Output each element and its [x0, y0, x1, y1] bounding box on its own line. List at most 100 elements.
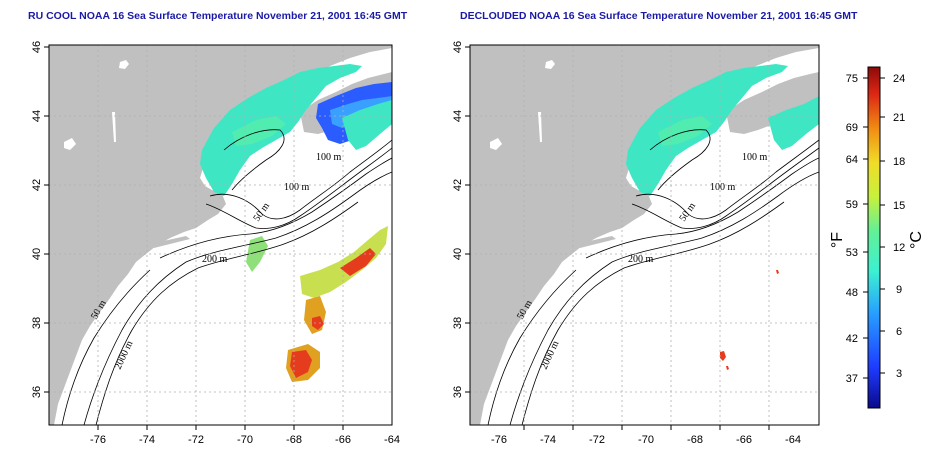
sst-hot-eddy: [290, 350, 312, 378]
celsius-tick: 9: [896, 284, 902, 296]
contour-shelf: [521, 201, 785, 425]
fahrenheit-tick: 42: [846, 333, 858, 345]
sst-warm-spot: [312, 316, 324, 330]
contour-label-100m-a: 100 m: [742, 152, 768, 163]
left-y-tick: 42: [31, 179, 43, 191]
bathymetry-contours: [487, 129, 819, 425]
right-y-tick: 40: [452, 248, 464, 260]
left-axis-ticks: [44, 46, 344, 430]
fahrenheit-tick: 75: [846, 73, 858, 85]
right-y-tick: 38: [452, 317, 464, 329]
fahrenheit-tick: 53: [846, 247, 858, 259]
lake: [490, 138, 502, 150]
contour-2000m: [83, 171, 392, 425]
sst-scotian-cool: [768, 96, 819, 150]
contour-label-100m-b: 100 m: [710, 182, 736, 193]
right-map: 100 m 100 m 50 m 200 m 50 m 2000 m: [470, 45, 819, 425]
left-x-tick: -66: [335, 434, 351, 446]
right-x-tick: -64: [785, 434, 801, 446]
sst-gulf-of-maine: [626, 64, 788, 196]
celsius-tick: 18: [893, 156, 905, 168]
right-y-tick: 36: [452, 386, 464, 398]
contour-200m: [159, 157, 392, 259]
sst-gulf-of-maine: [200, 64, 362, 196]
sst-scotian-cool: [342, 100, 392, 150]
left-y-tick: 40: [31, 248, 43, 260]
right-y-tick: 42: [452, 179, 464, 191]
contour-2000m: [509, 171, 819, 425]
celsius-tick: 12: [893, 242, 905, 254]
sst-scatter: [246, 236, 268, 272]
land-mass: [49, 45, 392, 425]
sst-warm-band: [300, 226, 388, 298]
right-gridlines: [470, 45, 819, 425]
sst-hot-speck: [726, 366, 729, 370]
left-map-title: RU COOL NOAA 16 Sea Surface Temperature …: [28, 10, 408, 22]
left-x-tick: -68: [286, 434, 302, 446]
left-x-tick: -72: [188, 434, 204, 446]
celsius-tick: 24: [893, 73, 905, 85]
left-gridlines: [49, 45, 392, 425]
sst-gulf-patch: [232, 116, 286, 146]
right-x-tick: -70: [638, 434, 654, 446]
celsius-unit-label: °C: [908, 231, 925, 249]
contour-100m: [205, 147, 392, 229]
contour-gulf: [223, 129, 285, 191]
left-y-tick: 36: [31, 386, 43, 398]
right-axis-ticks: [465, 46, 770, 430]
lake: [112, 112, 116, 142]
left-x-tick: -70: [237, 434, 253, 446]
contour-coast: [61, 269, 151, 425]
lake: [64, 138, 76, 150]
sst-hot-spot: [720, 351, 726, 361]
left-x-tick: -64: [384, 434, 400, 446]
right-x-tick: -76: [491, 434, 507, 446]
lake: [545, 60, 555, 69]
fahrenheit-unit-label: °F: [829, 232, 846, 248]
right-y-tick: 44: [452, 110, 464, 122]
sst-hot-speck: [776, 270, 779, 274]
right-map-title: DECLOUDED NOAA 16 Sea Surface Temperatur…: [460, 10, 858, 22]
contour-label-100m-a: 100 m: [316, 152, 342, 163]
colorbar-ticks: [863, 77, 885, 379]
celsius-tick: 6: [896, 326, 902, 338]
left-map: 100 m 100 m 50 m 200 m 50 m 2000 m: [49, 45, 392, 425]
contour-50m: [209, 139, 392, 220]
colorbar: 75 69 64 59 53 48 42 37 24 21 18 15 12 9…: [829, 66, 925, 409]
fahrenheit-tick: 59: [846, 199, 858, 211]
contour-coast: [487, 269, 577, 425]
long-island: [576, 236, 616, 248]
left-map-frame: [48, 44, 393, 426]
right-x-tick: -68: [687, 434, 703, 446]
right-x-tick: -72: [589, 434, 605, 446]
contour-label-200m: 200 m: [202, 254, 228, 265]
left-y-tick: 44: [31, 110, 43, 122]
fahrenheit-tick: 69: [846, 122, 858, 134]
left-x-tick: -76: [90, 434, 106, 446]
colorbar-gradient: [867, 66, 881, 409]
celsius-tick: 21: [893, 112, 905, 124]
bathymetry-contours: [61, 129, 392, 425]
left-x-tick: -74: [139, 434, 155, 446]
contour-shelf: [95, 201, 359, 425]
celsius-tick: 15: [893, 200, 905, 212]
contour-100m: [631, 147, 819, 229]
fahrenheit-tick: 37: [846, 373, 858, 385]
contour-label-100m-b: 100 m: [284, 182, 310, 193]
lake: [119, 60, 129, 69]
lake: [538, 112, 542, 142]
sst-warm-core: [340, 248, 376, 276]
right-x-tick: -66: [736, 434, 752, 446]
right-map-frame: [469, 44, 820, 426]
right-y-tick: 46: [452, 41, 464, 53]
fahrenheit-tick: 64: [846, 154, 858, 166]
left-y-tick: 46: [31, 41, 43, 53]
land-mass: [470, 45, 819, 425]
contour-200m: [585, 157, 819, 259]
contour-gulf: [649, 129, 711, 191]
left-y-tick: 38: [31, 317, 43, 329]
celsius-tick: 3: [896, 368, 902, 380]
long-island: [150, 236, 190, 248]
sst-gulf-patch: [658, 116, 712, 146]
